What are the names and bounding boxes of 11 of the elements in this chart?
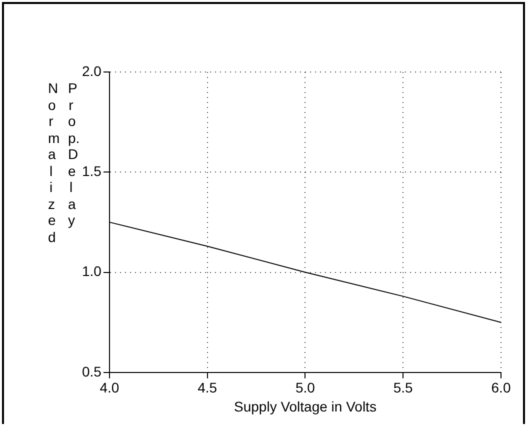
text: Normalized Prop.Delay: [48, 80, 80, 244]
x-tick-label: 5.0: [295, 380, 316, 396]
y-tick-label: 0.5: [82, 363, 102, 380]
x-axis-title: Supply Voltage in Volts: [234, 398, 376, 414]
x-tick-label: 5.5: [393, 380, 414, 396]
y-tick-label: 1.0: [82, 263, 102, 280]
y-tick-label: 2.0: [82, 62, 102, 79]
y-tick-label: 1.5: [82, 162, 102, 179]
x-tick-label: 4.5: [198, 380, 218, 396]
x-tick-label: 4.0: [100, 380, 120, 396]
x-tick-label: 6.0: [491, 380, 511, 396]
